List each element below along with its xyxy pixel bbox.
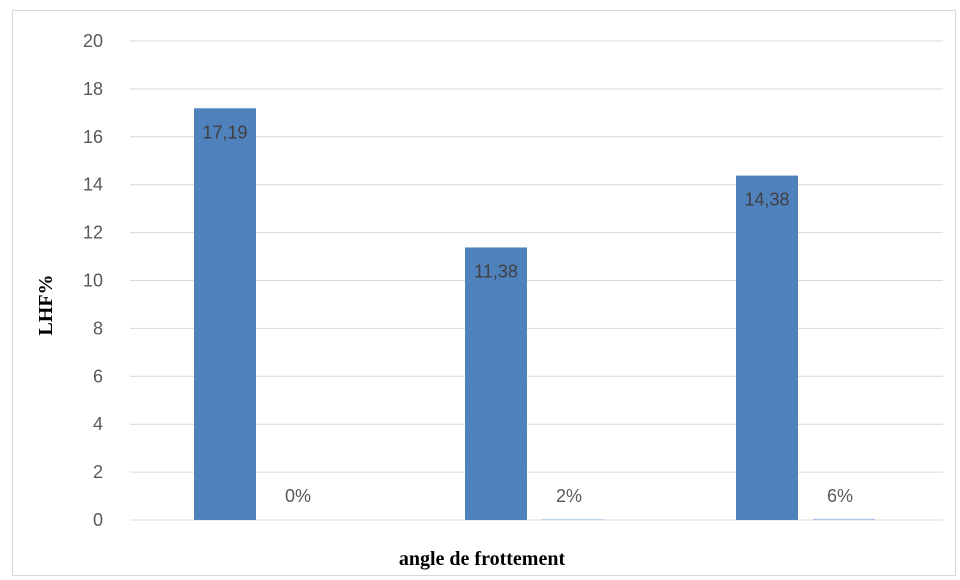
- category-label: 0%: [285, 486, 311, 506]
- bars: 17,19 11,38 14,38: [194, 108, 875, 520]
- y-tick-label: 14: [83, 175, 103, 195]
- y-axis-ticks: 0 2 4 6 8 10 12 14 16 18 20: [83, 31, 103, 530]
- y-tick-label: 0: [93, 510, 103, 530]
- bar-series1-1: [194, 108, 256, 520]
- y-tick-label: 20: [83, 31, 103, 51]
- y-tick-label: 6: [93, 366, 103, 386]
- y-tick-label: 18: [83, 79, 103, 99]
- y-tick-label: 4: [93, 414, 103, 434]
- bar-series1-2: [465, 247, 527, 520]
- data-label: 17,19: [202, 122, 247, 142]
- x-axis-title: angle de frottement: [399, 548, 566, 570]
- y-tick-label: 8: [93, 318, 103, 338]
- category-label: 2%: [556, 486, 582, 506]
- category-label: 6%: [827, 486, 853, 506]
- bar-series2-2: [542, 519, 604, 520]
- bar-series2-3: [813, 519, 875, 520]
- y-tick-label: 12: [83, 223, 103, 243]
- y-tick-label: 16: [83, 127, 103, 147]
- y-tick-label: 10: [83, 271, 103, 291]
- data-label: 11,38: [474, 261, 518, 281]
- data-label: 14,38: [744, 190, 789, 210]
- bar-series1-3: [736, 176, 798, 520]
- y-axis-title: LHF%: [35, 274, 57, 335]
- y-tick-label: 2: [93, 462, 103, 482]
